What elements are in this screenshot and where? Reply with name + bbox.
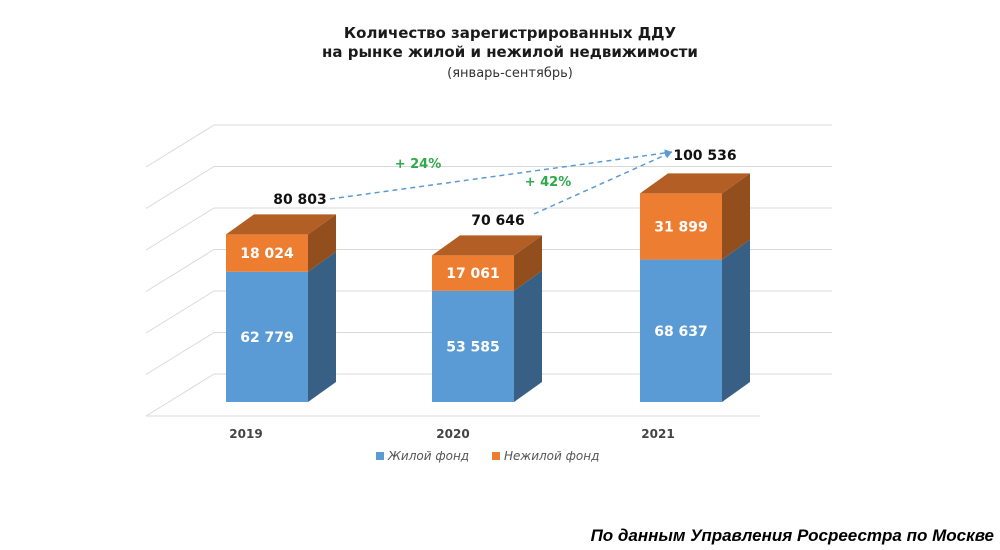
data-label: 53 585: [446, 339, 500, 355]
gridline-diag: [145, 373, 215, 417]
growth-line-1: [329, 151, 673, 200]
bar-front: [640, 259, 722, 402]
bar-side: [722, 239, 750, 402]
bar-side: [514, 270, 542, 402]
bar-segment-nonresidential-2020: 17 061: [432, 235, 542, 291]
data-label: 18 024: [240, 246, 294, 262]
growth-label-1: + 24%: [395, 157, 442, 172]
source-note: По данным Управления Росреестра по Москв…: [591, 526, 994, 545]
bar-side: [514, 235, 542, 291]
bar-segment-residential-2021: 68 637: [640, 239, 750, 402]
growth-arrowhead-2: [664, 151, 672, 159]
gridline-diag: [145, 166, 215, 209]
bar-side: [308, 251, 336, 402]
x-tick-label-2020: 2020: [436, 427, 469, 441]
bar-front: [226, 271, 308, 402]
growth-annotations: 80 803 70 646 100 536 + 24% + 42%: [273, 148, 736, 229]
bar-front: [640, 193, 722, 260]
gridline-diag: [145, 249, 215, 292]
data-label: 17 061: [446, 266, 500, 282]
growth-line-2: [533, 151, 673, 215]
bar-top: [226, 214, 336, 235]
bar-top: [432, 235, 542, 256]
data-label: 62 779: [240, 330, 294, 346]
total-label-2019: 80 803: [273, 192, 327, 208]
gridline-diag: [145, 332, 215, 375]
bar-segment-residential-2019: 62 779: [226, 251, 336, 402]
bar-front: [432, 290, 514, 402]
legend: Жилой фонд Нежилой фонд: [376, 449, 599, 463]
chart-subtitle: (январь-сентябрь): [447, 66, 573, 81]
bar-front: [432, 255, 514, 291]
bar-top: [640, 173, 750, 194]
chart-title-line2: на рынке жилой и нежилой недвижимости: [322, 43, 698, 61]
x-tick-label-2021: 2021: [641, 427, 674, 441]
legend-label-residential: Жилой фонд: [387, 449, 469, 463]
bar-front: [226, 234, 308, 272]
chart-title: Количество зарегистрированных ДДУ: [344, 24, 677, 42]
legend-swatch-nonresidential: [492, 452, 500, 460]
total-label-2021: 100 536: [673, 148, 736, 164]
x-axis: 2019 2020 2021: [229, 427, 674, 441]
total-label-2020: 70 646: [471, 213, 525, 229]
bar-group-2020: 53 585 17 061: [432, 235, 542, 402]
bar-group-2021: 68 637 31 899: [640, 173, 750, 402]
gridline-diag: [145, 290, 215, 334]
data-label: 31 899: [654, 219, 708, 235]
bar-group-2019: 62 779 18 024: [226, 214, 336, 402]
gridline-diag: [145, 124, 215, 168]
data-label: 68 637: [654, 324, 708, 340]
bar-side: [308, 214, 336, 272]
growth-label-2: + 42%: [525, 175, 572, 190]
legend-swatch-residential: [376, 452, 384, 460]
bar-segment-residential-2020: 53 585: [432, 270, 542, 402]
x-tick-label-2019: 2019: [229, 427, 262, 441]
bars: 62 779 18 024 53 585 17 061 68 637 31 899: [226, 173, 750, 402]
gridline-diag: [145, 207, 215, 251]
bar-segment-nonresidential-2019: 18 024: [226, 214, 336, 272]
bar-side: [722, 173, 750, 260]
legend-label-nonresidential: Нежилой фонд: [504, 449, 599, 463]
bar-segment-nonresidential-2021: 31 899: [640, 173, 750, 260]
